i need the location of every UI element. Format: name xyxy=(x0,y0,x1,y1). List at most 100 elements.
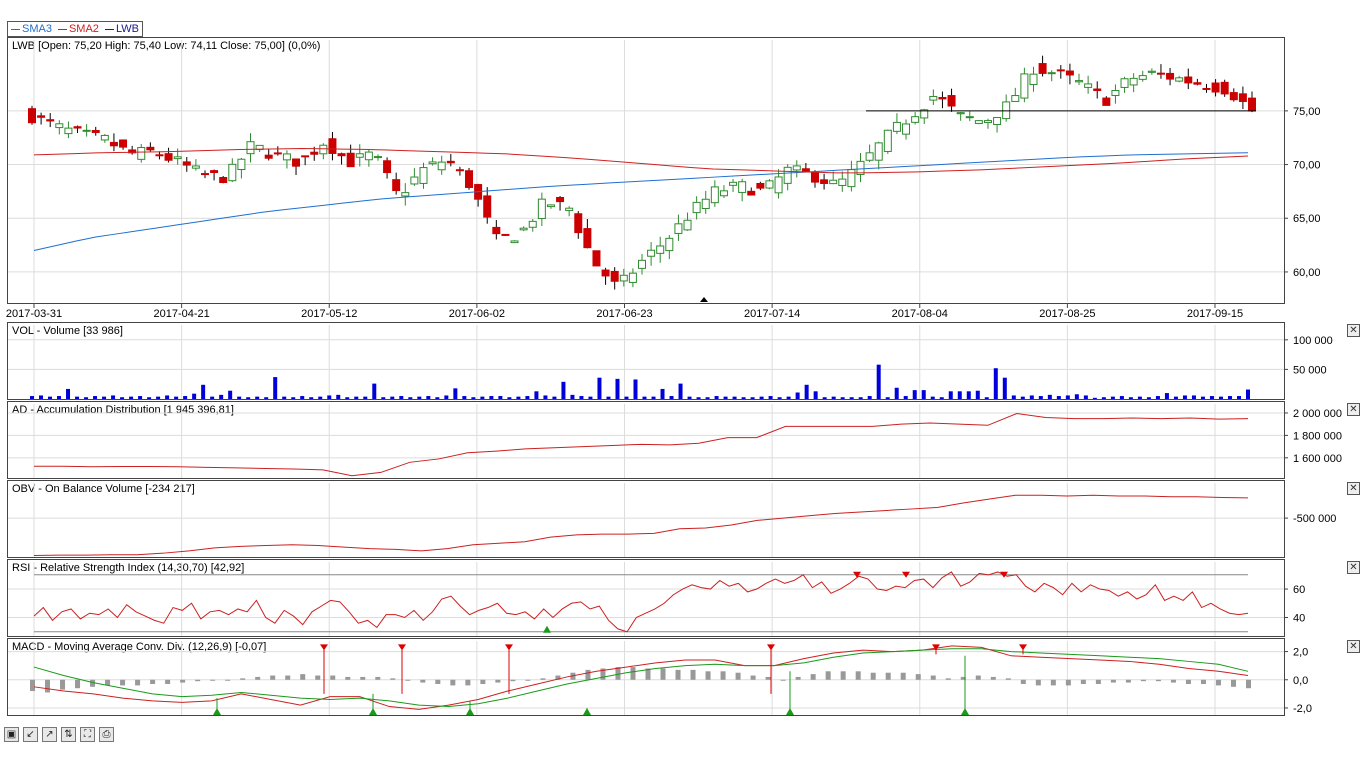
volume-bar xyxy=(1002,377,1007,399)
zoom-in-icon[interactable]: ↙ xyxy=(23,727,38,742)
volume-bar xyxy=(696,397,701,399)
candle-body xyxy=(583,228,592,249)
close-macd-button[interactable]: ✕ xyxy=(1347,640,1360,653)
volume-bar xyxy=(732,396,737,399)
volume-bar xyxy=(867,396,872,399)
close-volume-button[interactable]: ✕ xyxy=(1347,324,1360,337)
candle-body xyxy=(1138,75,1147,80)
y-tick-label: -500 000 xyxy=(1293,513,1336,525)
close-ad-button[interactable]: ✕ xyxy=(1347,403,1360,416)
volume-bar xyxy=(255,396,260,399)
macd-histogram-bar xyxy=(1005,678,1011,680)
candle-body xyxy=(692,201,701,214)
y-tick-label: 2 000 000 xyxy=(1293,408,1342,420)
candle-body xyxy=(428,161,437,165)
print-icon[interactable]: ⎙ xyxy=(99,727,114,742)
volume-bar xyxy=(138,396,143,399)
volume-bar xyxy=(273,377,278,399)
macd-sell-marker-icon xyxy=(767,644,775,651)
macd-histogram-bar xyxy=(105,679,111,686)
volume-bar xyxy=(516,396,521,399)
volume-bar xyxy=(552,396,557,399)
reset-icon[interactable]: ⇅ xyxy=(61,727,76,742)
fit-icon[interactable]: ⛶ xyxy=(80,727,95,742)
rsi-panel[interactable]: RSI - Relative Strength Index (14,30,70)… xyxy=(7,559,1285,637)
macd-histogram-bar xyxy=(960,676,966,680)
candle-body xyxy=(1093,88,1102,92)
macd-histogram-bar xyxy=(120,679,126,686)
volume-bar xyxy=(786,396,791,399)
macd-histogram-bar xyxy=(315,675,321,680)
volume-bar xyxy=(840,397,845,399)
close-obv-button[interactable]: ✕ xyxy=(1347,482,1360,495)
macd-histogram-bar xyxy=(900,672,906,680)
volume-bar xyxy=(678,383,683,399)
candle-body xyxy=(119,139,128,148)
candle-body xyxy=(146,146,155,151)
macd-histogram-bar xyxy=(465,679,471,686)
volume-bar xyxy=(363,396,368,399)
volume-bar xyxy=(372,383,377,399)
rsi-overbought-marker-icon xyxy=(1000,571,1008,578)
x-tick-label: 2017-06-23 xyxy=(596,308,652,320)
candle-body xyxy=(1120,78,1129,88)
volume-bar xyxy=(174,396,179,399)
candle-body xyxy=(446,160,455,164)
macd-histogram-bar xyxy=(675,669,681,680)
volume-bar xyxy=(1137,396,1142,399)
y-tick-label: 60,00 xyxy=(1293,267,1321,279)
zoom-out-icon[interactable]: ↗ xyxy=(42,727,57,742)
volume-bar xyxy=(948,391,953,399)
candle-body xyxy=(801,168,810,172)
volume-bar xyxy=(435,397,440,399)
macd-histogram-bar xyxy=(915,674,921,680)
macd-histogram-bar xyxy=(825,671,831,680)
candle-body xyxy=(1111,89,1120,96)
macd-histogram-bar xyxy=(930,675,936,680)
volume-panel[interactable]: VOL - Volume [33 986] xyxy=(7,322,1285,400)
candle-body xyxy=(465,170,474,188)
candle-body xyxy=(1220,81,1229,95)
volume-bar xyxy=(489,396,494,399)
macd-histogram-bar xyxy=(405,679,411,681)
volume-bar xyxy=(1029,395,1034,399)
macd-histogram-bar xyxy=(375,676,381,680)
volume-bar xyxy=(147,397,152,399)
candle-body xyxy=(874,142,883,161)
volume-bar xyxy=(1101,397,1106,399)
y-tick-label: 2,0 xyxy=(1293,647,1308,659)
macd-buy-marker-icon xyxy=(369,708,377,715)
volume-bar xyxy=(1209,396,1214,399)
volume-bar xyxy=(1146,397,1151,399)
volume-bar xyxy=(687,396,692,399)
candle-body xyxy=(501,233,510,236)
volume-bar xyxy=(768,396,773,399)
macd-histogram-bar xyxy=(135,679,141,686)
ad-panel[interactable]: AD - Accumulation Distribution [1 945 39… xyxy=(7,401,1285,479)
volume-bar xyxy=(462,396,467,399)
macd-histogram-bar xyxy=(855,671,861,680)
close-rsi-button[interactable]: ✕ xyxy=(1347,561,1360,574)
x-tick-label: 2017-05-12 xyxy=(301,308,357,320)
volume-bar xyxy=(975,390,980,399)
obv-panel[interactable]: OBV - On Balance Volume [-234 217] xyxy=(7,480,1285,558)
macd-sell-marker-icon xyxy=(505,644,513,651)
chart-canvas: 60,00 65,00 70,00 75,00 2017-03-31 2017-04-21… xyxy=(6,40,1342,715)
volume-bar xyxy=(1227,396,1232,399)
price-panel[interactable]: LWB [Open: 75,20 High: 75,40 Low: 74,11 … xyxy=(7,37,1285,304)
macd-histogram-bar xyxy=(390,678,396,680)
rsi-oversold-marker-icon xyxy=(543,625,551,633)
candle-body xyxy=(902,123,911,135)
macd-histogram-bar xyxy=(195,679,201,682)
candle-body xyxy=(528,220,537,228)
candle-body xyxy=(483,195,492,218)
volume-bar xyxy=(1065,395,1070,399)
candle-body xyxy=(920,109,929,119)
volume-bar xyxy=(354,396,359,399)
candle-body xyxy=(282,153,291,161)
macd-histogram-bar xyxy=(750,675,756,680)
macd-histogram-bar xyxy=(30,679,35,692)
volume-bar xyxy=(192,393,197,399)
macd-histogram-bar xyxy=(1215,679,1221,686)
save-icon[interactable]: ▣ xyxy=(4,727,19,742)
